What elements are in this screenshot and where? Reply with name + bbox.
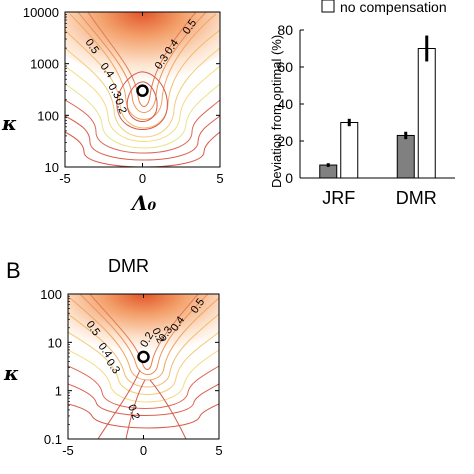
top-axes: -5 0 5 10 100 1000 10000 <box>23 5 224 186</box>
bar-plot-area: 0 20 40 60 80 JRF DMR <box>277 22 455 208</box>
x-tick-label: 0 <box>140 443 147 458</box>
y-tick-label: 20 <box>277 133 293 149</box>
y-tick-label: 0 <box>285 170 293 186</box>
top-contour-field: 0.5 0.4 0.3 0.2 0.5 0.4 0.3 <box>65 12 220 167</box>
x-tick-label: 5 <box>215 443 222 458</box>
bar-jrf-no-compensation <box>340 122 359 179</box>
y-tick-label: 10000 <box>23 5 59 20</box>
y-tick-label: 0.1 <box>44 432 62 447</box>
y-axis-label: κ <box>3 361 19 385</box>
x-tick-label: -5 <box>59 171 71 186</box>
y-axis-label: κ <box>1 111 17 135</box>
deviation-bar-chart: no compensation Deviation from optimal (… <box>269 0 455 208</box>
y-tick-label: 60 <box>277 59 293 75</box>
y-tick-label: 1 <box>55 384 62 399</box>
x-tick-label: 5 <box>216 171 223 186</box>
y-tick-label: 10 <box>48 335 62 350</box>
x-axis-label: Λ₀ <box>130 191 157 215</box>
y-tick-label: 100 <box>37 108 59 123</box>
bottom-axes: -5 0 5 0.1 1 10 100 <box>40 287 222 458</box>
bottom-contour-chart: 0.5 0.4 0.3 0.2 0.2 0.3 0.4 0.5 0.2 -5 0 5… <box>3 287 223 458</box>
y-tick-label: 80 <box>277 22 293 38</box>
panel-title: DMR <box>108 256 149 276</box>
y-tick-label: 10 <box>45 160 59 175</box>
y-tick-label: 40 <box>277 96 293 112</box>
x-category-label: JRF <box>322 188 355 208</box>
legend-label: no compensation <box>340 0 447 15</box>
optimum-marker <box>137 350 150 364</box>
contour-label: 0.2 <box>125 403 142 421</box>
y-tick-label: 100 <box>40 287 62 302</box>
contour-label: 0.2 <box>112 97 129 115</box>
top-contour-chart: 0.5 0.4 0.3 0.2 0.5 0.4 0.3 -5 0 5 10 100 100… <box>1 5 224 215</box>
bar-jrf-compensation <box>319 164 338 179</box>
x-tick-label: -5 <box>62 443 74 458</box>
bottom-contour-field: 0.5 0.4 0.3 0.2 0.2 0.3 0.4 0.5 0.2 <box>68 294 219 439</box>
x-category-label: DMR <box>396 188 437 208</box>
y-axis-label: Deviation from optimal (%) <box>269 35 284 188</box>
bar-dmr-compensation <box>396 134 415 179</box>
x-tick-label: 0 <box>139 171 146 186</box>
panel-label: B <box>6 258 21 283</box>
bar-dmr-no-compensation <box>417 48 436 179</box>
contour-label: 0.2 <box>149 326 166 345</box>
y-tick-label: 1000 <box>30 57 59 72</box>
optimum-marker <box>136 84 149 97</box>
legend-swatch <box>321 0 335 13</box>
